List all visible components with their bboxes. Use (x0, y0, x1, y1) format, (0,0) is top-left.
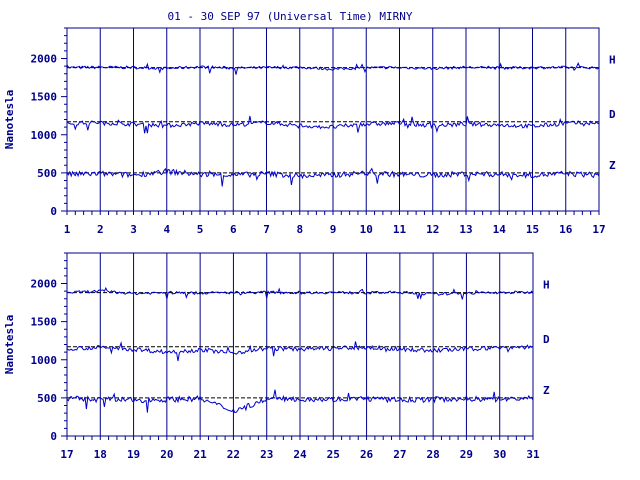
x-tick-label: 17 (60, 448, 73, 461)
x-tick-label: 9 (330, 223, 337, 236)
x-tick-label: 26 (360, 448, 374, 461)
x-tick-label: 13 (459, 223, 472, 236)
x-tick-label: 31 (526, 448, 540, 461)
x-tick-label: 20 (160, 448, 173, 461)
trace-h (66, 286, 534, 300)
x-tick-label: 4 (163, 223, 170, 236)
x-tick-label: 19 (127, 448, 140, 461)
y-axis-label: Nanotesla (3, 315, 16, 375)
x-tick-label: 16 (559, 223, 573, 236)
x-tick-label: 3 (130, 223, 137, 236)
series-label-d: D (609, 108, 616, 121)
x-tick-label: 1 (64, 223, 71, 236)
x-tick-label: 25 (327, 448, 340, 461)
series-label-z: Z (609, 159, 616, 172)
x-tick-label: 21 (194, 448, 208, 461)
trace-d (66, 340, 534, 362)
x-tick-label: 7 (263, 223, 270, 236)
x-tick-label: 6 (230, 223, 237, 236)
y-tick-label: 500 (37, 392, 57, 405)
x-tick-label: 14 (493, 223, 507, 236)
x-tick-label: 12 (426, 223, 439, 236)
chart-title: 01 - 30 SEP 97 (Universal Time) MIRNY (167, 10, 412, 23)
series-label-d: D (543, 333, 550, 346)
x-tick-label: 15 (526, 223, 539, 236)
panel-2: 17 18 19 20 21 22 23 24 25 26 27 28 29 30 31 0 500 1000 15… (3, 252, 550, 461)
x-tick-label: 28 (427, 448, 440, 461)
x-tick-label: 5 (197, 223, 204, 236)
x-tick-label: 17 (592, 223, 605, 236)
series-label-h: H (609, 54, 616, 67)
x-tick-label: 11 (393, 223, 407, 236)
x-tick-label: 27 (393, 448, 406, 461)
panel-1: 1 2 3 4 5 6 7 8 9 10 11 12 13 14 15 16 17050010001500200… (3, 27, 616, 236)
y-tick-label: 2000 (31, 278, 58, 291)
x-tick-label: 29 (460, 448, 473, 461)
y-tick-label: 2000 (31, 53, 58, 66)
trace-d (66, 115, 600, 134)
x-tick-label: 22 (227, 448, 240, 461)
x-tick-label: 8 (296, 223, 303, 236)
series-label-h: H (543, 279, 550, 292)
series-label-z: Z (543, 384, 550, 397)
trace-h (66, 62, 600, 75)
trace-z (66, 389, 534, 414)
x-tick-label: 23 (260, 448, 273, 461)
trace-z (66, 167, 600, 187)
y-tick-label: 1000 (31, 354, 58, 367)
x-tick-label: 18 (94, 448, 107, 461)
y-tick-label: 0 (50, 205, 57, 218)
x-tick-label: 24 (293, 448, 307, 461)
y-tick-label: 500 (37, 167, 57, 180)
y-tick-label: 0 (50, 430, 57, 443)
y-axis-label: Nanotesla (3, 90, 16, 150)
y-tick-label: 1000 (31, 129, 58, 142)
y-tick-label: 1500 (31, 91, 58, 104)
x-tick-label: 10 (360, 223, 373, 236)
x-tick-label: 2 (97, 223, 104, 236)
x-tick-label: 30 (493, 448, 506, 461)
y-tick-label: 1500 (31, 316, 58, 329)
